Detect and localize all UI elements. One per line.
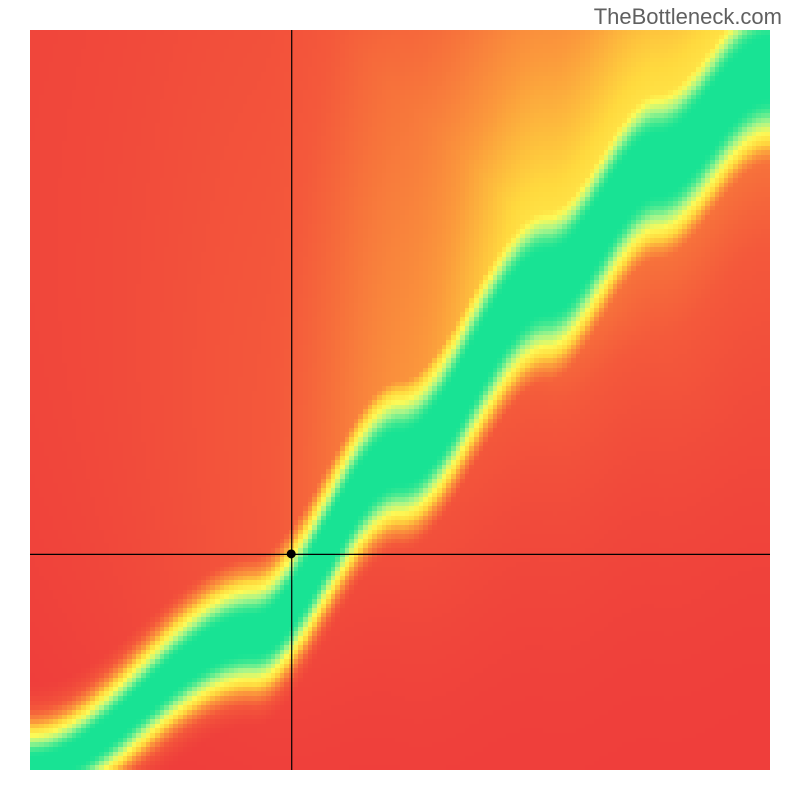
heatmap-plot [30, 30, 770, 770]
heatmap-canvas [30, 30, 770, 770]
watermark-text: TheBottleneck.com [594, 4, 782, 30]
chart-container: TheBottleneck.com [0, 0, 800, 800]
